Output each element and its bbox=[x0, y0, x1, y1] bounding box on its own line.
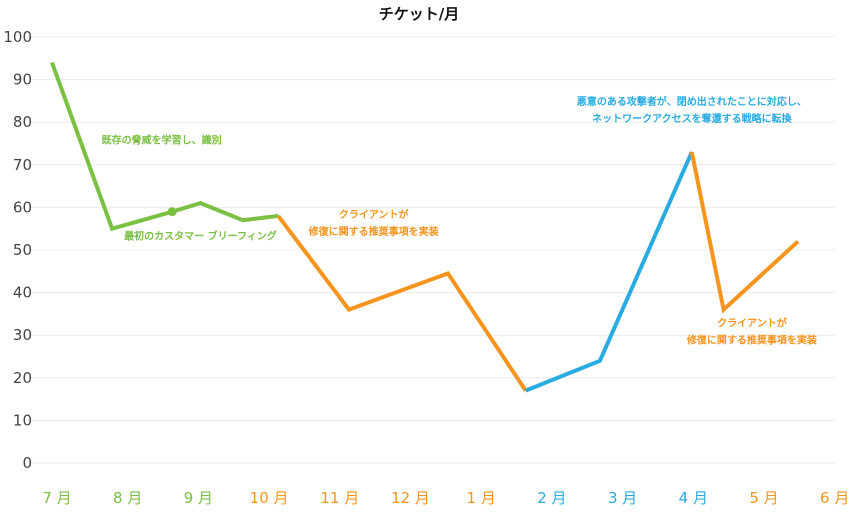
series-line-phase-1 bbox=[50, 61, 279, 232]
annotation-text: ネットワークアクセスを奪還する戦略に転換 bbox=[592, 112, 792, 125]
x-tick-label: 11 月 bbox=[320, 489, 359, 507]
series-line-phase-2 bbox=[276, 214, 528, 392]
y-tick-label: 40 bbox=[13, 284, 32, 302]
x-tick-label: 12 月 bbox=[391, 489, 430, 507]
y-tick-label: 60 bbox=[13, 198, 32, 216]
annotation-text: 最初のカスタマー ブリーフィング bbox=[124, 229, 277, 242]
x-tick-label: 2 月 bbox=[537, 489, 566, 507]
y-tick-label: 10 bbox=[13, 411, 32, 429]
marker-layer bbox=[167, 207, 177, 217]
y-axis: 0 10 20 30 40 50 60 70 80 90 100 bbox=[3, 28, 32, 472]
series-line-phase-3 bbox=[524, 151, 694, 393]
y-tick-label: 50 bbox=[13, 241, 32, 259]
x-tick-label: 5 月 bbox=[749, 489, 778, 507]
annotation-text: 修復に関する推奨事項を実装 bbox=[308, 225, 439, 238]
annotation-text: 悪意のある攻撃者が、閉め出されたことに対応し、 bbox=[577, 95, 807, 108]
y-tick-label: 0 bbox=[22, 454, 32, 472]
y-tick-label: 20 bbox=[13, 369, 32, 387]
y-tick-label: 90 bbox=[13, 71, 32, 89]
x-tick-label: 7 月 bbox=[42, 489, 71, 507]
y-tick-label: 30 bbox=[13, 326, 32, 344]
annotation-text: クライアントが bbox=[717, 317, 788, 330]
series-line-phase-4 bbox=[689, 151, 800, 314]
x-tick-label: 10 月 bbox=[250, 489, 289, 507]
grid-layer bbox=[30, 36, 835, 464]
annotation-text: 既存の脅威を学習し、識別 bbox=[102, 134, 222, 147]
y-tick-label: 70 bbox=[13, 156, 32, 174]
x-tick-label: 6 月 bbox=[820, 489, 849, 507]
x-axis: 7 月 8 月 9 月 10 月 11 月 12 月 1 月 2 月 3 月 4 月 5 月 6 月 bbox=[42, 489, 849, 507]
x-tick-label: 3 月 bbox=[608, 489, 637, 507]
x-tick-label: 8 月 bbox=[113, 489, 142, 507]
annotation-text: クライアントが bbox=[339, 208, 410, 221]
chart-title: チケット/月 bbox=[379, 5, 459, 23]
x-tick-label: 4 月 bbox=[679, 489, 708, 507]
annotation-text: 修復に関する推奨事項を実装 bbox=[686, 334, 817, 347]
series-layer bbox=[50, 61, 800, 393]
y-tick-label: 80 bbox=[13, 113, 32, 131]
x-tick-label: 9 月 bbox=[184, 489, 213, 507]
y-tick-label: 100 bbox=[3, 28, 32, 46]
x-tick-label: 1 月 bbox=[467, 489, 496, 507]
data-marker bbox=[167, 207, 177, 217]
